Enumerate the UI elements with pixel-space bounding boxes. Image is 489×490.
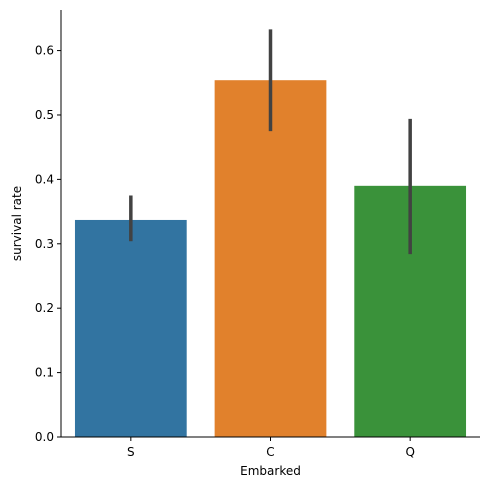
y-ticks-group: 0.0 0.1 0.2 0.3 0.4 0.5 0.6 [35, 44, 61, 444]
error-bars-group [129, 29, 412, 255]
y-tick-label: 0.0 [35, 430, 54, 444]
y-tick-label: 0.1 [35, 366, 54, 380]
y-tick-label: 0.3 [35, 237, 54, 251]
x-tick-label: Q [405, 445, 414, 459]
y-axis-label: survival rate [10, 186, 24, 261]
y-tick-label: 0.6 [35, 44, 54, 58]
x-tick-label: C [266, 445, 274, 459]
y-tick-label: 0.2 [35, 301, 54, 315]
bars-group [74, 80, 467, 438]
bar-s [74, 219, 187, 437]
y-tick-label: 0.4 [35, 172, 54, 186]
y-tick-label: 0.5 [35, 108, 54, 122]
x-axis-label: Embarked [240, 464, 301, 478]
bar-c [214, 80, 327, 438]
x-tick-label: S [127, 445, 135, 459]
